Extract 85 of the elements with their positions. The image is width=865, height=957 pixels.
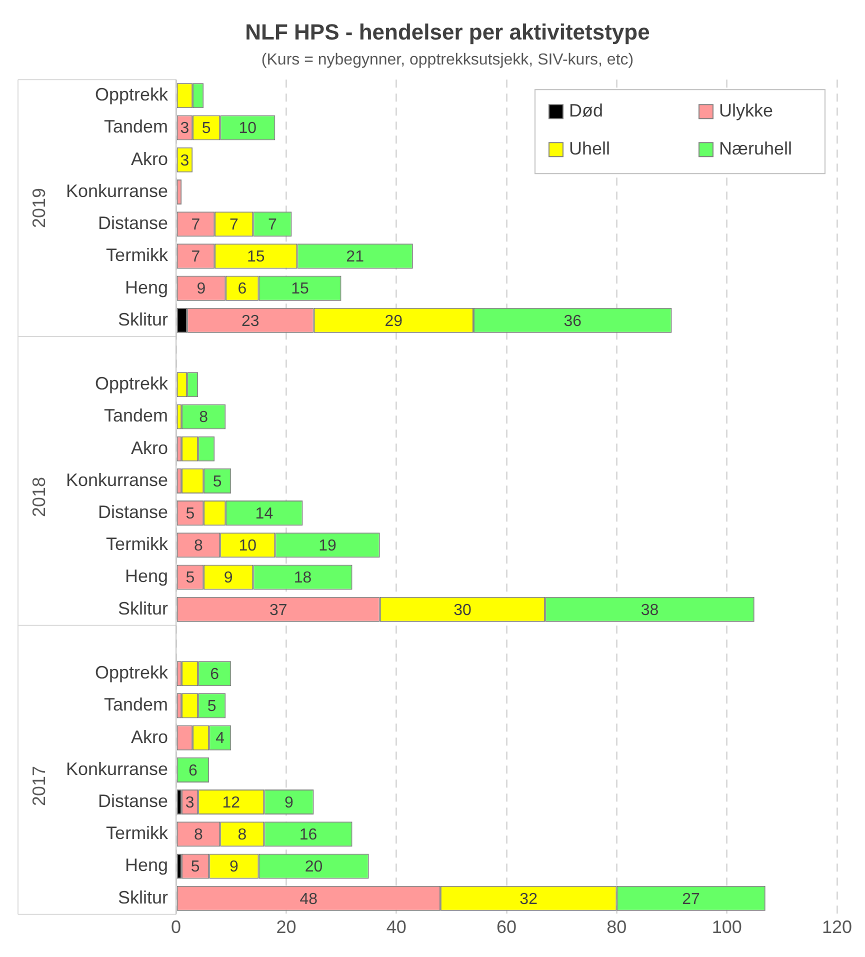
data-label: 7 bbox=[191, 216, 200, 234]
y-tick-label: Heng bbox=[125, 277, 168, 298]
y-tick-label: Distanse bbox=[98, 502, 168, 522]
data-label: 5 bbox=[202, 120, 211, 138]
x-tick-label: 40 bbox=[386, 917, 406, 938]
data-label: 10 bbox=[238, 120, 257, 138]
data-label: 5 bbox=[190, 858, 200, 876]
text: 2018 bbox=[28, 476, 49, 518]
y-tick-label: Sklitur bbox=[118, 598, 168, 618]
data-label: 15 bbox=[247, 248, 265, 266]
y-tick-label: Opptrekk bbox=[95, 662, 170, 683]
chart-subtitle: (Kurs = nybegynner, opptrekksutsjekk, SIV-kurs, etc) bbox=[261, 51, 634, 68]
data-label: 6 bbox=[188, 762, 198, 780]
y-tick-label: Termikk bbox=[106, 823, 170, 844]
y-tick-label: Sklitur bbox=[118, 887, 168, 908]
data-label: 20 bbox=[304, 858, 323, 876]
data-label: 7 bbox=[191, 248, 200, 266]
data-label: 30 bbox=[454, 602, 472, 619]
text: 2019 bbox=[28, 188, 49, 228]
x-tick-label: 80 bbox=[606, 917, 627, 938]
x-tick-label: 60 bbox=[496, 917, 517, 938]
data-label: 12 bbox=[222, 794, 240, 812]
x-tick-label: 0 bbox=[171, 917, 182, 938]
data-label: 32 bbox=[520, 890, 538, 908]
y-tick-label: Konkurranse bbox=[66, 470, 168, 490]
data-label: 14 bbox=[255, 505, 274, 522]
data-label: 6 bbox=[238, 280, 247, 298]
data-label: 8 bbox=[194, 826, 204, 844]
chart-title: NLF HPS - hendelser per aktivitetstype bbox=[245, 19, 650, 44]
y-tick-label: Heng bbox=[125, 855, 168, 876]
data-label: 8 bbox=[194, 538, 204, 555]
data-label: 7 bbox=[268, 216, 277, 234]
legend-label: Ulykke bbox=[719, 100, 774, 121]
data-label: 5 bbox=[207, 698, 216, 716]
data-label: 37 bbox=[269, 602, 288, 619]
x-tick-label: 120 bbox=[822, 917, 852, 938]
y-tick-label: Termikk bbox=[106, 534, 170, 554]
data-label: 18 bbox=[294, 570, 312, 587]
data-label: 5 bbox=[212, 473, 222, 490]
data-label: 10 bbox=[238, 538, 257, 555]
data-label: 29 bbox=[384, 312, 403, 330]
y-tick-label: Opptrekk bbox=[95, 374, 170, 394]
data-label: 21 bbox=[346, 248, 364, 266]
y-tick-label: Tandem bbox=[104, 694, 168, 715]
legend-label: Død bbox=[569, 100, 604, 121]
text: 2017 bbox=[28, 766, 49, 806]
y-tick-label: Akro bbox=[131, 726, 168, 747]
y-tick-label: Distanse bbox=[98, 213, 168, 234]
y-tick-label: Akro bbox=[131, 438, 168, 458]
y-tick-label: Konkurranse bbox=[66, 180, 168, 201]
data-label: 9 bbox=[196, 280, 206, 298]
data-label: 19 bbox=[318, 538, 337, 555]
y-tick-label: Akro bbox=[131, 148, 168, 169]
data-label: 6 bbox=[210, 666, 220, 683]
data-label: 38 bbox=[640, 602, 659, 619]
data-label: 4 bbox=[216, 730, 225, 748]
data-label: 9 bbox=[284, 794, 294, 812]
data-label: 7 bbox=[229, 216, 238, 234]
y-tick-label: Distanse bbox=[98, 790, 168, 811]
legend-label: Næruhell bbox=[719, 138, 792, 159]
data-label: 3 bbox=[185, 794, 194, 812]
y-tick-label: Heng bbox=[125, 566, 168, 586]
y-tick-label: Tandem bbox=[104, 116, 168, 137]
data-label: 3 bbox=[180, 120, 190, 138]
x-tick-label: 20 bbox=[276, 917, 296, 938]
y-tick-label: Sklitur bbox=[118, 309, 168, 330]
data-label: 8 bbox=[238, 826, 247, 844]
data-label: 9 bbox=[229, 858, 238, 876]
y-tick-label: Opptrekk bbox=[95, 84, 170, 105]
data-label: 5 bbox=[186, 505, 195, 522]
y-tick-label: Termikk bbox=[106, 245, 170, 266]
data-label: 3 bbox=[180, 152, 190, 170]
data-label: 36 bbox=[564, 312, 582, 330]
data-label: 48 bbox=[300, 890, 318, 908]
x-tick-label: 100 bbox=[712, 917, 742, 938]
y-tick-label: Konkurranse bbox=[66, 758, 168, 779]
data-label: 8 bbox=[199, 409, 208, 426]
data-label: 16 bbox=[299, 826, 318, 844]
data-label: 27 bbox=[682, 890, 700, 908]
legend-label: Uhell bbox=[569, 138, 610, 159]
data-label: 15 bbox=[291, 280, 309, 298]
data-label: 5 bbox=[186, 570, 195, 587]
data-label: 9 bbox=[224, 570, 233, 587]
y-tick-label: Tandem bbox=[104, 406, 168, 426]
data-label: 23 bbox=[242, 312, 260, 330]
